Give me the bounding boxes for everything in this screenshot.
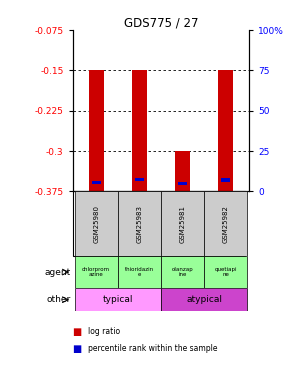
Text: GSM25982: GSM25982 — [223, 205, 229, 243]
Bar — [92, 181, 101, 184]
Bar — [89, 70, 104, 191]
Bar — [135, 178, 144, 181]
Text: olanzap
ine: olanzap ine — [172, 267, 193, 278]
Bar — [75, 256, 118, 288]
Bar — [75, 191, 118, 256]
Bar — [218, 70, 233, 191]
Bar — [204, 256, 247, 288]
Title: GDS775 / 27: GDS775 / 27 — [124, 17, 198, 30]
Text: chlorprom
azine: chlorprom azine — [82, 267, 110, 278]
Bar — [132, 70, 147, 191]
Text: percentile rank within the sample: percentile rank within the sample — [88, 344, 218, 353]
Bar — [204, 191, 247, 256]
Text: GSM25983: GSM25983 — [136, 205, 142, 243]
Bar — [161, 191, 204, 256]
Bar — [161, 256, 204, 288]
Bar — [178, 182, 187, 185]
Bar — [221, 178, 230, 182]
Text: agent: agent — [45, 267, 71, 276]
Text: other: other — [47, 295, 71, 304]
Bar — [118, 191, 161, 256]
Bar — [175, 151, 190, 191]
Text: ■: ■ — [72, 327, 82, 337]
Text: GSM25980: GSM25980 — [93, 205, 99, 243]
Text: atypical: atypical — [186, 295, 222, 304]
Bar — [118, 256, 161, 288]
Text: ■: ■ — [72, 344, 82, 354]
Text: log ratio: log ratio — [88, 327, 121, 336]
Bar — [75, 288, 161, 311]
Text: thioridazin
e: thioridazin e — [125, 267, 154, 278]
Text: GSM25981: GSM25981 — [180, 205, 186, 243]
Text: typical: typical — [103, 295, 133, 304]
Text: quetiapi
ne: quetiapi ne — [214, 267, 237, 278]
Bar — [161, 288, 247, 311]
